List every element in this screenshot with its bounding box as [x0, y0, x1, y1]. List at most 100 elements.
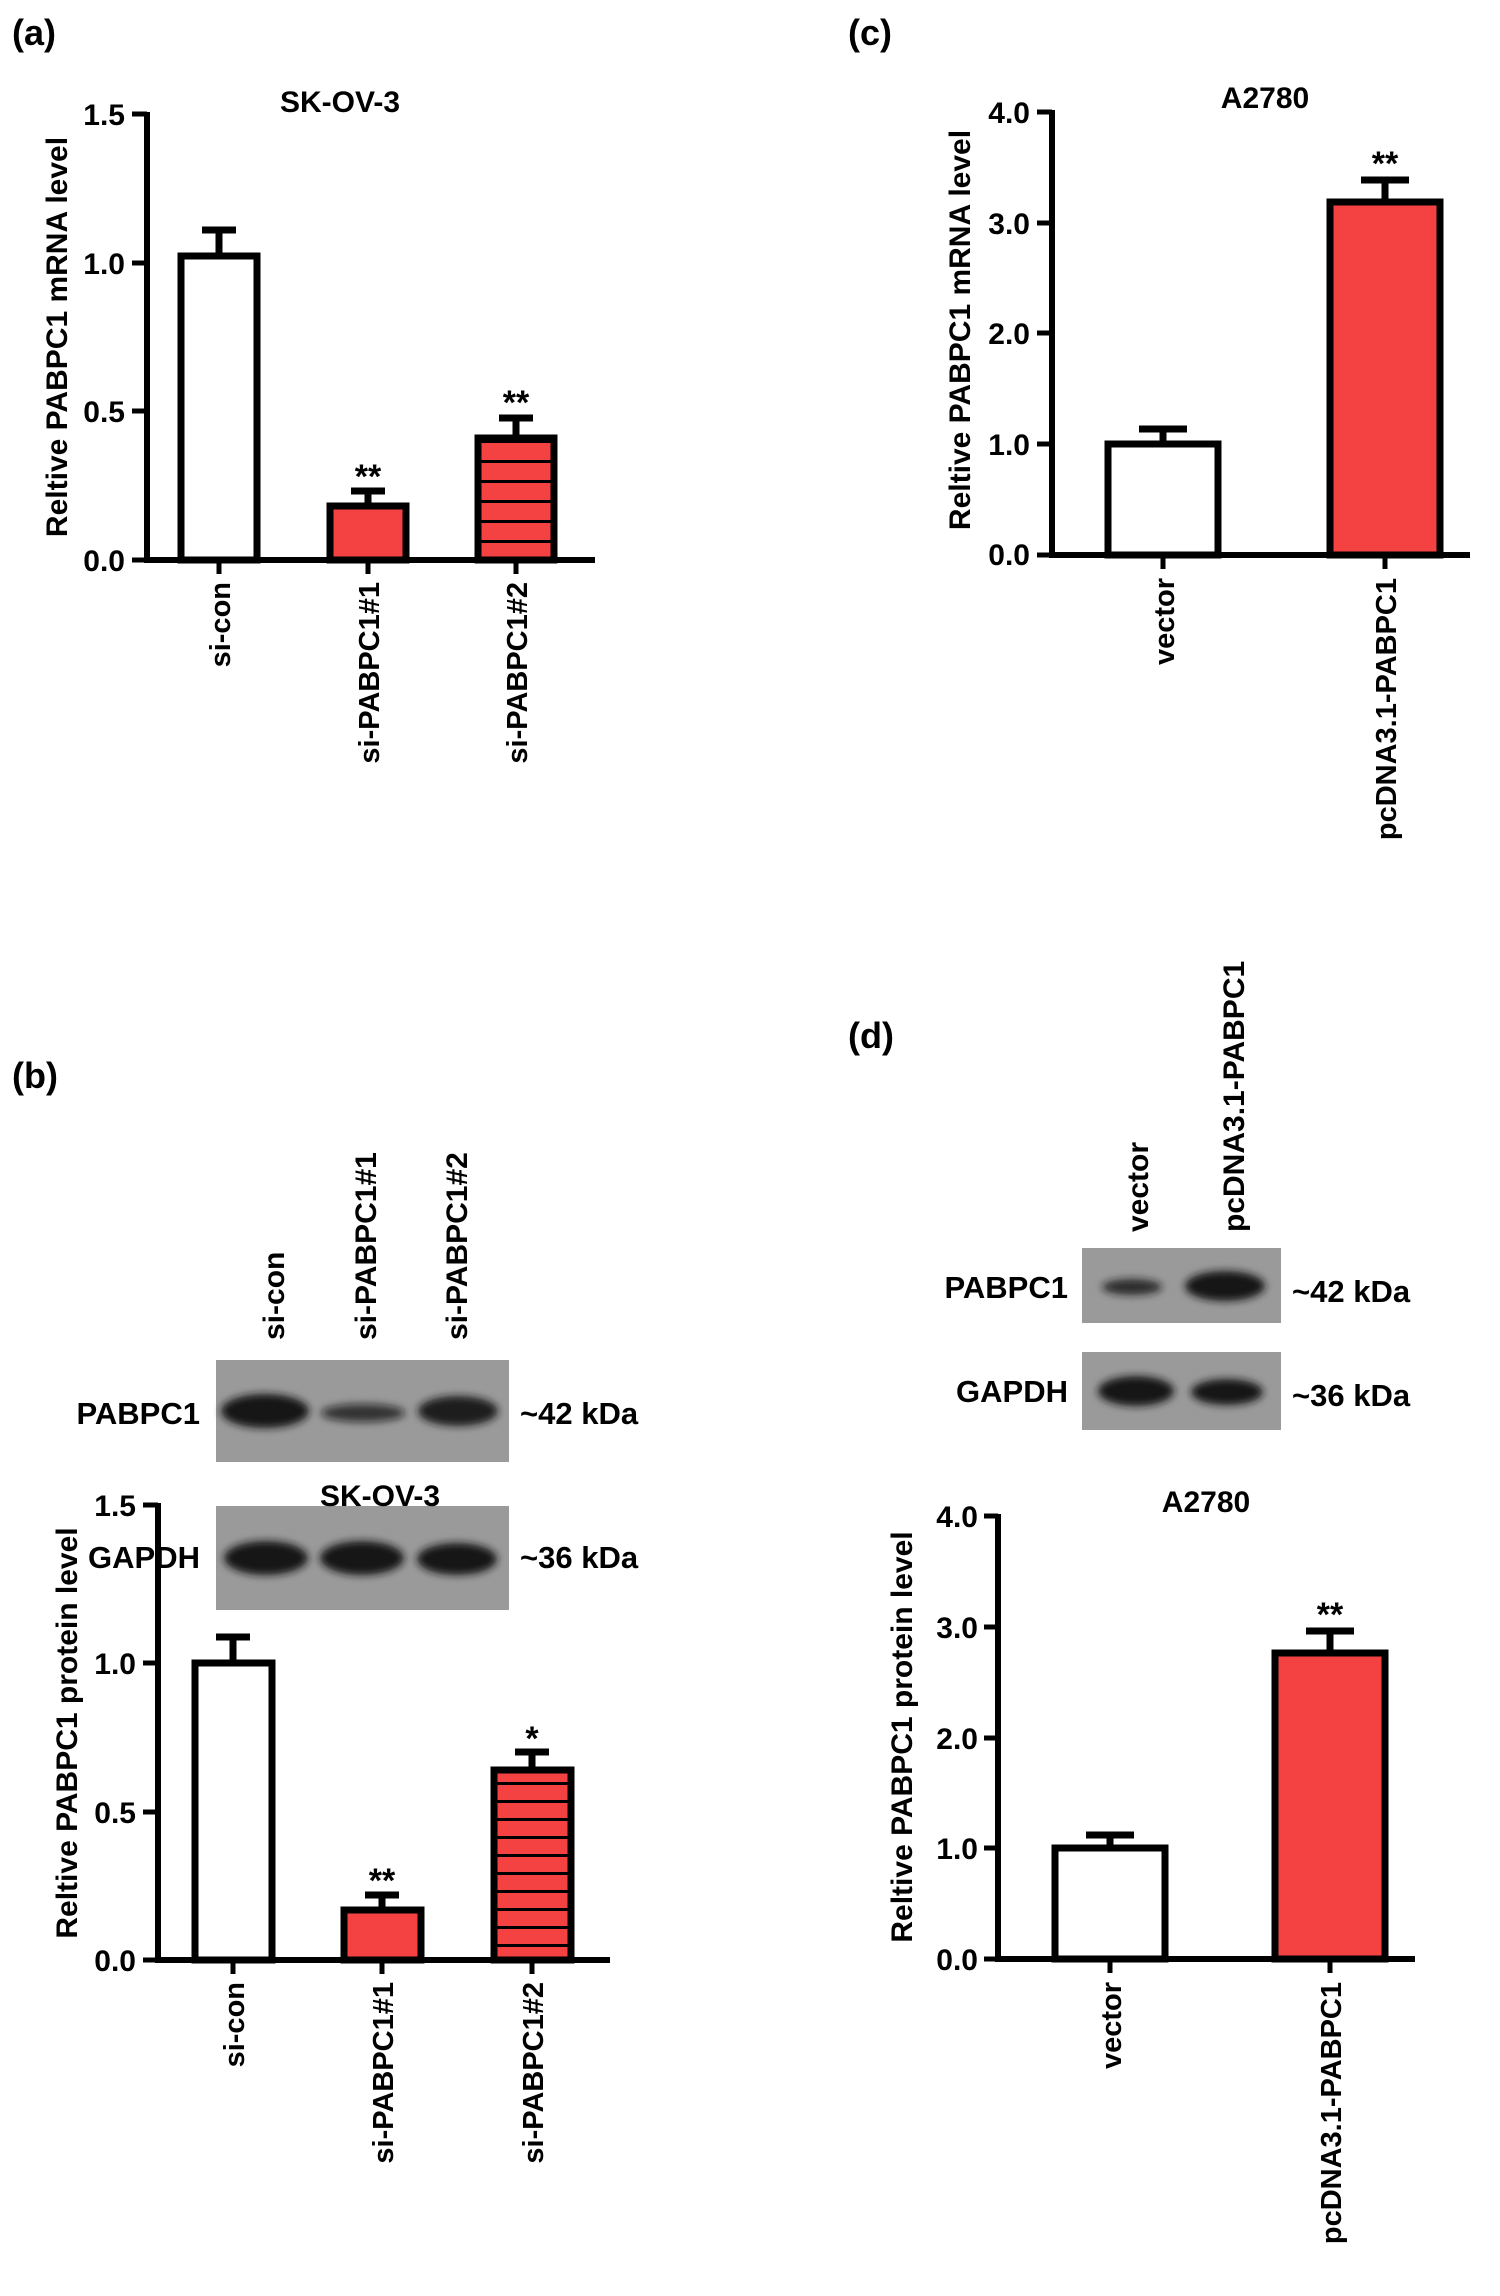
blot-size-label: ~42 kDa [520, 1396, 639, 1431]
error-bar [515, 1748, 549, 1770]
chart-a-yticks: 1.5 1.0 0.5 0.0 [83, 99, 147, 578]
ytick-label: 1.0 [94, 1648, 136, 1681]
panel-label-c: (c) [848, 12, 892, 53]
band [1191, 1379, 1263, 1405]
ytick-label: 1.0 [936, 1833, 978, 1866]
panel-label-b: (b) [12, 1055, 58, 1096]
error-bar [1361, 176, 1409, 202]
band [1102, 1279, 1162, 1295]
ytick-label: 1.5 [94, 1490, 136, 1523]
xtick-label: pcDNA3.1-PABPC1 [1371, 578, 1403, 840]
chart-a-axes [144, 112, 595, 563]
ytick-label: 0.0 [936, 1944, 978, 1977]
xtick-label: si-PABPC1#2 [518, 1982, 550, 2164]
error-bar [1086, 1831, 1134, 1848]
chart-c-ylabel: Reltive PABPC1 mRNA level [944, 130, 977, 530]
error-bar [1306, 1627, 1354, 1653]
significance-mark: ** [1317, 1596, 1344, 1634]
chart-b: SK-OV-3 Reltive PABPC1 protein level 1.5… [51, 1480, 610, 2164]
band [1098, 1376, 1174, 1406]
chart-a: SK-OV-3 Reltive PABPC1 mRNA level 1.5 1.… [41, 86, 595, 764]
ytick-label: 3.0 [988, 208, 1030, 241]
xtick-label: si-con [219, 1982, 251, 2067]
significance-mark: ** [503, 384, 530, 422]
band [418, 1396, 498, 1426]
chart-d-ylabel: Reltive PABPC1 protein level [886, 1531, 919, 1942]
ytick-label: 4.0 [988, 97, 1030, 130]
band [1185, 1271, 1265, 1301]
band [321, 1404, 405, 1422]
chart-c: A2780 Reltive PABPC1 mRNA level 4.0 3.0 … [944, 82, 1470, 840]
error-bar [499, 414, 533, 438]
blot-protein-label: PABPC1 [77, 1396, 200, 1431]
ytick-label: 1.5 [83, 99, 125, 132]
ytick-label: 0.0 [94, 1945, 136, 1978]
band [320, 1541, 404, 1575]
chart-a-title: SK-OV-3 [280, 86, 400, 119]
ytick-label: 4.0 [936, 1501, 978, 1534]
panel-label-d: (d) [848, 1015, 894, 1056]
blot-d: vector pcDNA3.1-PABPC1 PABPC1 ~42 kDa GA… [945, 961, 1411, 1430]
ytick-label: 2.0 [988, 318, 1030, 351]
blot-size-label: ~36 kDa [1292, 1378, 1411, 1413]
error-bar [216, 1633, 250, 1663]
blot-size-label: ~42 kDa [1292, 1274, 1411, 1309]
significance-mark: ** [1372, 145, 1399, 183]
xtick-label: si-PABPC1#1 [354, 582, 386, 764]
chart-b-ylabel: Reltive PABPC1 protein level [51, 1527, 84, 1938]
bar-si-pabpc1-1 [340, 1906, 425, 1964]
significance-mark: * [525, 1720, 539, 1758]
ytick-label: 0.5 [83, 396, 125, 429]
chart-a-ylabel: Reltive PABPC1 mRNA level [41, 137, 74, 537]
bar-si-con [177, 252, 261, 564]
ytick-label: 0.0 [988, 539, 1030, 572]
blot-size-label: ~36 kDa [520, 1540, 639, 1575]
blot-protein-label: GAPDH [88, 1540, 200, 1575]
bar-si-pabpc1-2 [474, 434, 558, 564]
chart-c-title: A2780 [1221, 82, 1309, 115]
bar-pcdna [1271, 1649, 1389, 1963]
ytick-label: 0.5 [94, 1797, 136, 1830]
bar-si-pabpc1-1 [326, 502, 410, 564]
ytick-label: 1.0 [988, 429, 1030, 462]
error-bar [202, 226, 236, 256]
xtick-label: vector [1096, 1982, 1128, 2069]
bar-si-pabpc1-2 [490, 1766, 575, 1964]
lane-label: si-PABPC1#2 [441, 1152, 474, 1340]
ytick-label: 0.0 [83, 545, 125, 578]
ytick-label: 3.0 [936, 1612, 978, 1645]
error-bar [351, 487, 385, 506]
significance-mark: ** [369, 1862, 396, 1900]
chart-b-title: SK-OV-3 [320, 1480, 440, 1513]
chart-d-title: A2780 [1162, 1486, 1250, 1519]
error-bar [1139, 425, 1187, 444]
chart-b-axes [155, 1503, 610, 1963]
ytick-label: 2.0 [936, 1723, 978, 1756]
band [224, 1541, 308, 1575]
xtick-label: vector [1149, 578, 1181, 665]
bar-vector [1051, 1844, 1169, 1963]
xtick-label: si-PABPC1#2 [502, 582, 534, 764]
bar-pcdna [1326, 198, 1444, 559]
blot-protein-label: GAPDH [956, 1374, 1068, 1409]
chart-d: A2780 Reltive PABPC1 protein level 4.0 3… [886, 1486, 1415, 2244]
band [221, 1394, 309, 1428]
lane-label: pcDNA3.1-PABPC1 [1218, 961, 1251, 1232]
xtick-label: si-con [205, 582, 237, 667]
lane-label: si-PABPC1#1 [350, 1152, 383, 1340]
xtick-label: si-PABPC1#1 [368, 1982, 400, 2164]
lane-label: vector [1122, 1142, 1155, 1232]
blot-b: si-con si-PABPC1#1 si-PABPC1#2 PABPC1 ~4… [77, 1152, 639, 1610]
significance-mark: ** [355, 458, 382, 496]
bar-si-con [191, 1659, 276, 1964]
ytick-label: 1.0 [83, 248, 125, 281]
panel-label-a: (a) [12, 12, 56, 53]
blot-protein-label: PABPC1 [945, 1270, 1068, 1305]
bar-vector [1104, 440, 1222, 559]
error-bar [365, 1891, 399, 1910]
lane-label: si-con [258, 1252, 291, 1340]
xtick-label: pcDNA3.1-PABPC1 [1316, 1982, 1348, 2244]
band [417, 1543, 497, 1575]
